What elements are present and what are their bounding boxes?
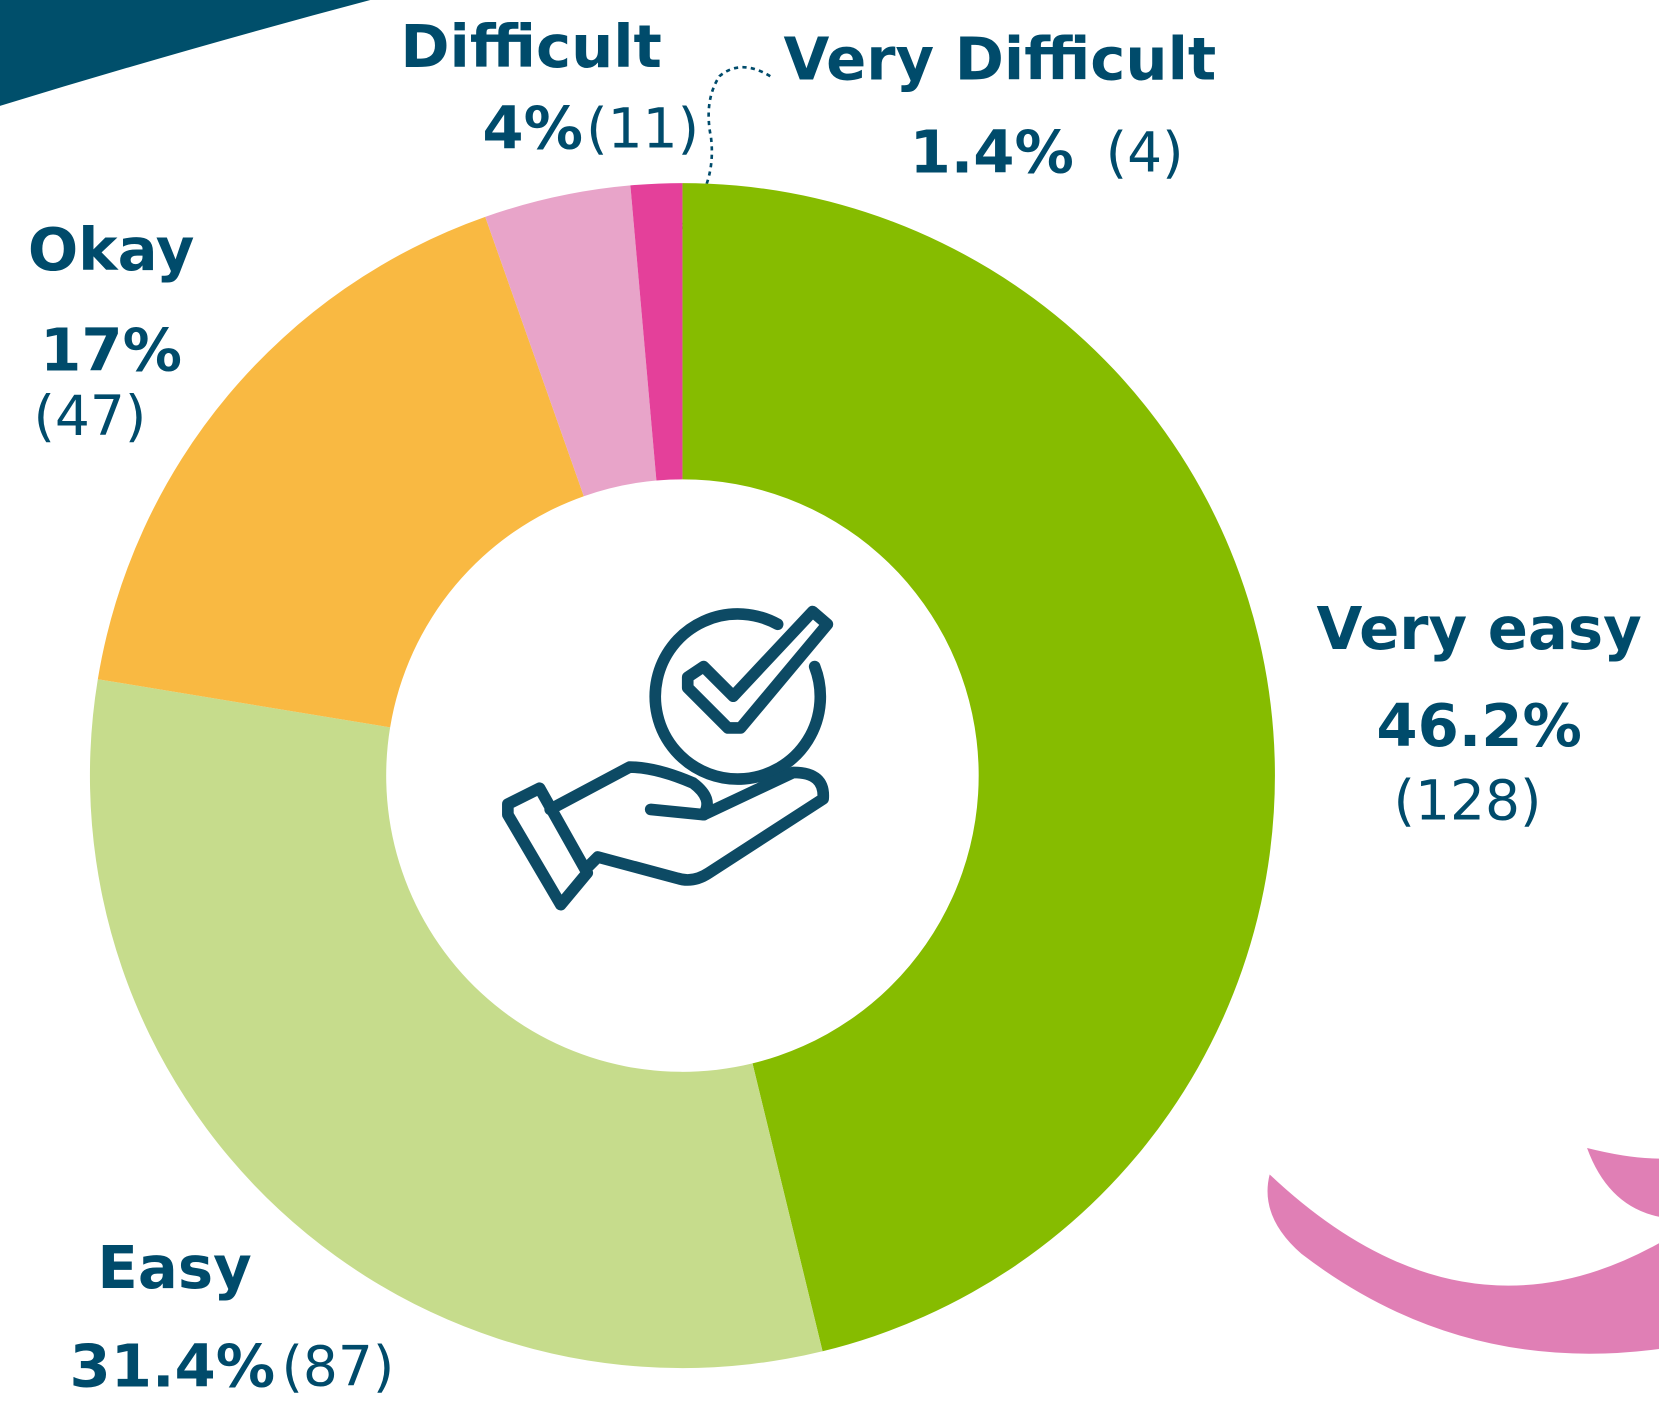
count-label: (47): [33, 384, 146, 448]
category-label: Very Difficult: [783, 25, 1216, 94]
category-label: Very easy: [1316, 594, 1641, 663]
donut-segment: [682, 183, 1275, 1352]
corner-shape: [0, 0, 371, 106]
swoosh: [1267, 1174, 1659, 1354]
count-label: (128): [1394, 768, 1542, 832]
donut-segment: [89, 679, 823, 1369]
donut-segment: [485, 185, 657, 497]
count-label: (87): [281, 1334, 394, 1398]
percent-label: 17%: [40, 316, 182, 385]
count-label: (4): [1106, 121, 1184, 185]
category-label: Okay: [28, 215, 195, 284]
donut-segment: [97, 216, 584, 728]
category-label: Difficult: [400, 12, 662, 81]
percent-label: 31.4%: [70, 1331, 276, 1400]
donut-segment: [630, 183, 683, 481]
percent-label: 4%: [482, 93, 583, 162]
donut: [89, 183, 1275, 1369]
pointer-arrow: [676, 65, 771, 229]
category-label: Easy: [97, 1233, 251, 1302]
percent-label: 46.2%: [1376, 691, 1582, 760]
count-label: (11): [586, 96, 699, 160]
percent-label: 1.4%: [910, 118, 1074, 187]
swoosh-2: [1587, 1147, 1659, 1217]
center-icon: [502, 605, 834, 911]
